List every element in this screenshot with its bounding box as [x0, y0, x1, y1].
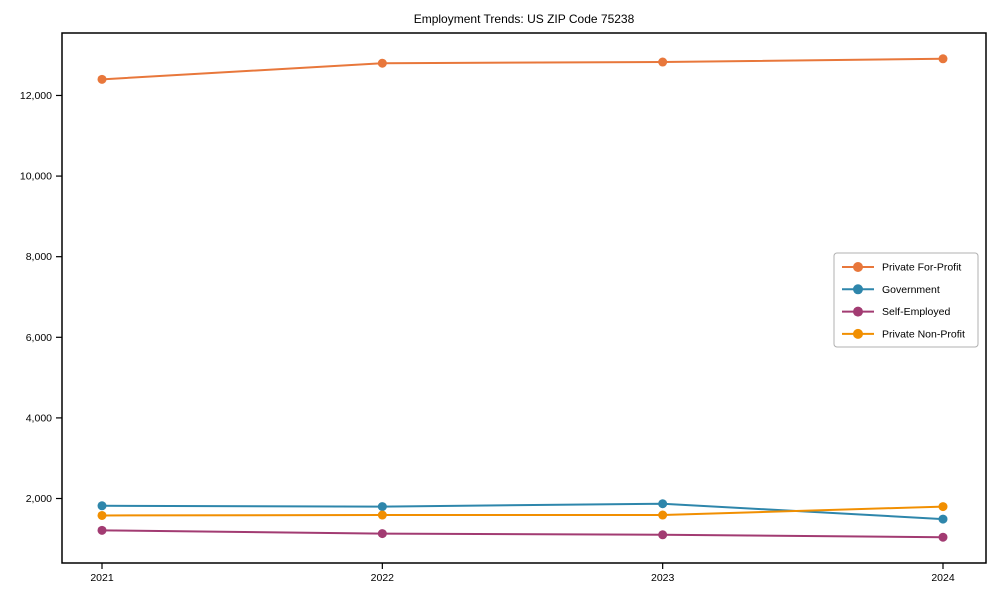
data-point-marker	[377, 510, 387, 520]
legend-label: Private Non-Profit	[882, 328, 965, 340]
data-point-marker	[658, 510, 668, 520]
x-axis-tick-label: 2024	[931, 572, 955, 584]
legend: Private For-Profit Government Self-Employe…	[833, 252, 979, 348]
data-point-marker	[938, 502, 948, 512]
y-axis-tick-label: 12,000	[20, 90, 52, 102]
legend-label: Self-Employed	[882, 306, 950, 318]
y-axis-tick-label: 4,000	[26, 412, 52, 424]
data-point-marker	[658, 57, 668, 67]
x-axis-tick-label: 2022	[371, 572, 395, 584]
legend-marker-dot	[853, 328, 863, 339]
legend-marker-dot	[853, 262, 863, 272]
axes-layer: 2,000 4,000 6,000 8,000 10,000 12,000 2021 2022…	[20, 90, 955, 584]
legend-box	[833, 252, 979, 348]
data-point-marker	[938, 514, 948, 524]
plot-frame	[61, 32, 987, 564]
data-point-marker	[658, 499, 668, 509]
data-point-marker	[377, 58, 387, 68]
series-line-government	[101, 502, 944, 521]
legend-label: Government	[882, 284, 940, 296]
data-point-marker	[938, 532, 948, 542]
data-point-marker	[938, 54, 948, 64]
legend-marker-dot	[853, 306, 863, 317]
y-axis-tick-label: 8,000	[26, 251, 52, 263]
series-layer	[97, 54, 948, 542]
series-line-private-non-profit	[101, 505, 944, 517]
legend-marker-dot	[853, 284, 863, 295]
chart-title: Employment Trends: US ZIP Code 75238	[414, 12, 635, 26]
data-point-marker	[377, 529, 387, 539]
x-axis-tick-label: 2021	[90, 572, 114, 584]
data-point-marker	[97, 74, 107, 84]
y-axis-tick-label: 6,000	[26, 332, 52, 344]
data-point-marker	[97, 501, 107, 511]
data-point-marker	[97, 525, 107, 535]
series-line-private-for-profit	[101, 57, 944, 81]
data-point-marker	[97, 510, 107, 520]
data-point-marker	[658, 530, 668, 540]
legend-label: Private For-Profit	[882, 262, 961, 274]
x-axis-tick-label: 2023	[651, 572, 675, 584]
y-axis-tick-label: 2,000	[26, 493, 52, 505]
y-axis-tick-label: 10,000	[20, 171, 52, 183]
data-point-marker	[377, 502, 387, 512]
series-line-self-employed	[101, 529, 944, 539]
